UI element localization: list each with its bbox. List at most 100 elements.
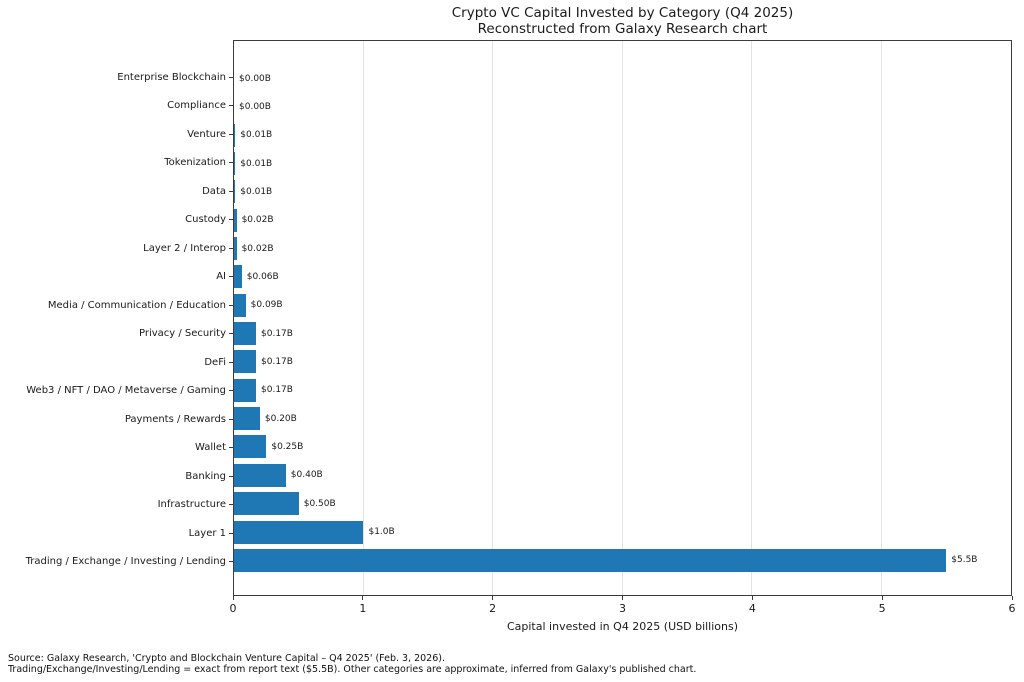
bar-value-label: $0.09B: [250, 300, 283, 311]
category-label-row: Tokenization: [0, 151, 233, 174]
bar-value-label: $0.20B: [264, 413, 297, 424]
gridline: [622, 41, 623, 595]
bar-row: $0.17B: [234, 322, 1011, 346]
x-tick-mark: [492, 596, 494, 600]
category-label: Wallet: [194, 442, 226, 454]
chart-title-block: Crypto VC Capital Invested by Category (…: [233, 5, 1012, 37]
bar-value-label: $0.02B: [241, 215, 274, 226]
plot-area: $0.00B $0.00B $0.01B $0.01B $0.01B $0.02B $0.0…: [233, 40, 1012, 596]
category-label-row: Trading / Exchange / Investing / Lending: [0, 550, 233, 573]
category-label-row: Enterprise Blockchain: [0, 66, 233, 89]
category-label-row: Payments / Rewards: [0, 408, 233, 431]
bar-row: $0.17B: [234, 378, 1011, 402]
x-tick-label: 0: [229, 602, 237, 615]
source-note-line1: Source: Galaxy Research, 'Crypto and Blo…: [8, 653, 445, 664]
bar-row: $5.5B: [234, 548, 1011, 572]
bar: [234, 548, 947, 572]
gridline: [881, 41, 882, 595]
y-tick-mark: [229, 105, 233, 107]
y-tick-mark: [229, 560, 233, 562]
category-labels: Enterprise Blockchain Compliance Venture To…: [0, 40, 233, 596]
gridline: [492, 41, 494, 595]
y-tick-mark: [229, 304, 233, 306]
bar-value-label: $0.02B: [241, 243, 274, 254]
x-tick-label: 6: [1008, 602, 1016, 615]
category-label: Media / Communication / Education: [47, 299, 226, 311]
bar-value-label: $1.0B: [368, 527, 395, 537]
bar-row: $0.01B: [234, 123, 1011, 147]
category-label-row: Infrastructure: [0, 493, 233, 516]
category-label-row: Privacy / Security: [0, 322, 233, 345]
bar: [234, 180, 236, 204]
category-label: Compliance: [167, 100, 226, 112]
y-tick-mark: [229, 190, 233, 192]
source-note-line2: Trading/Exchange/Investing/Lending = exa…: [8, 664, 697, 676]
category-label: Data: [202, 185, 226, 197]
category-label: Trading / Exchange / Investing / Lending: [25, 555, 226, 567]
bar-value-label: $0.01B: [240, 158, 273, 169]
bar-row: $0.09B: [234, 293, 1011, 317]
category-label: Layer 2 / Interop: [143, 242, 226, 254]
y-tick-mark: [229, 532, 233, 534]
bar: [234, 520, 364, 544]
bar-row: $0.50B: [234, 492, 1011, 516]
bar-value-label: $0.17B: [261, 328, 293, 339]
category-label-row: DeFi: [0, 351, 233, 374]
category-label: Enterprise Blockchain: [117, 72, 226, 83]
gridline: [362, 41, 364, 595]
bar: [234, 123, 236, 147]
bar-value-label: $0.01B: [240, 186, 273, 197]
bar-value-label: $0.40B: [290, 470, 323, 481]
x-axis: 0 1 2 3 4 5 6: [229, 596, 1016, 618]
x-tick-label: 1: [359, 602, 367, 615]
category-label: DeFi: [204, 356, 226, 368]
bar-row: $0.02B: [234, 237, 1011, 261]
x-tick-label: 2: [489, 602, 497, 615]
bar: [234, 378, 256, 402]
category-label: Privacy / Security: [139, 328, 226, 340]
bar-value-label: $5.5B: [951, 555, 978, 566]
category-label: Web3 / NFT / DAO / Metaverse / Gaming: [26, 385, 226, 397]
bar: [234, 322, 256, 346]
chart-title: Crypto VC Capital Invested by Category (…: [451, 5, 794, 21]
bar-row: $0.00B: [234, 95, 1011, 118]
x-tick-mark: [881, 596, 883, 600]
category-label-row: Venture: [0, 123, 233, 146]
bar-row: $0.25B: [234, 435, 1011, 459]
category-label-row: Compliance: [0, 94, 233, 117]
bar-value-label: $0.17B: [261, 356, 293, 367]
y-tick-mark: [229, 219, 233, 221]
bar: [234, 407, 260, 431]
bar-row: $0.01B: [234, 152, 1011, 176]
y-tick-mark: [229, 133, 233, 135]
bar-value-label: $0.00B: [239, 73, 271, 84]
bar-value-label: $0.50B: [303, 498, 336, 509]
x-tick-mark: [1011, 596, 1013, 600]
bar-value-label: $0.17B: [261, 385, 293, 396]
category-label: Custody: [185, 214, 226, 226]
y-tick-mark: [229, 475, 233, 477]
category-label: Payments / Rewards: [124, 413, 226, 425]
x-tick-label: 4: [748, 602, 756, 615]
category-label-row: Layer 2 / Interop: [0, 237, 233, 260]
category-label: Banking: [185, 470, 226, 482]
gridline: [751, 41, 753, 595]
x-tick-mark: [751, 596, 753, 600]
bar: [234, 152, 236, 176]
bar-row: $0.20B: [234, 407, 1011, 431]
y-tick-mark: [229, 447, 233, 449]
category-label: Infrastructure: [157, 499, 226, 511]
bar: [234, 435, 267, 459]
category-label: Tokenization: [164, 157, 226, 169]
bar: [234, 350, 256, 374]
bar: [234, 265, 242, 289]
category-label-row: Data: [0, 180, 233, 203]
bar: [234, 492, 299, 516]
bar-row: $0.00B: [234, 67, 1011, 90]
bars-rows: $0.00B $0.00B $0.01B $0.01B $0.01B $0.02B $0.0…: [234, 41, 1011, 595]
y-tick-mark: [229, 361, 233, 363]
category-label: Layer 1: [188, 527, 226, 539]
bar-row: $0.17B: [234, 350, 1011, 374]
x-tick-mark: [622, 596, 623, 600]
